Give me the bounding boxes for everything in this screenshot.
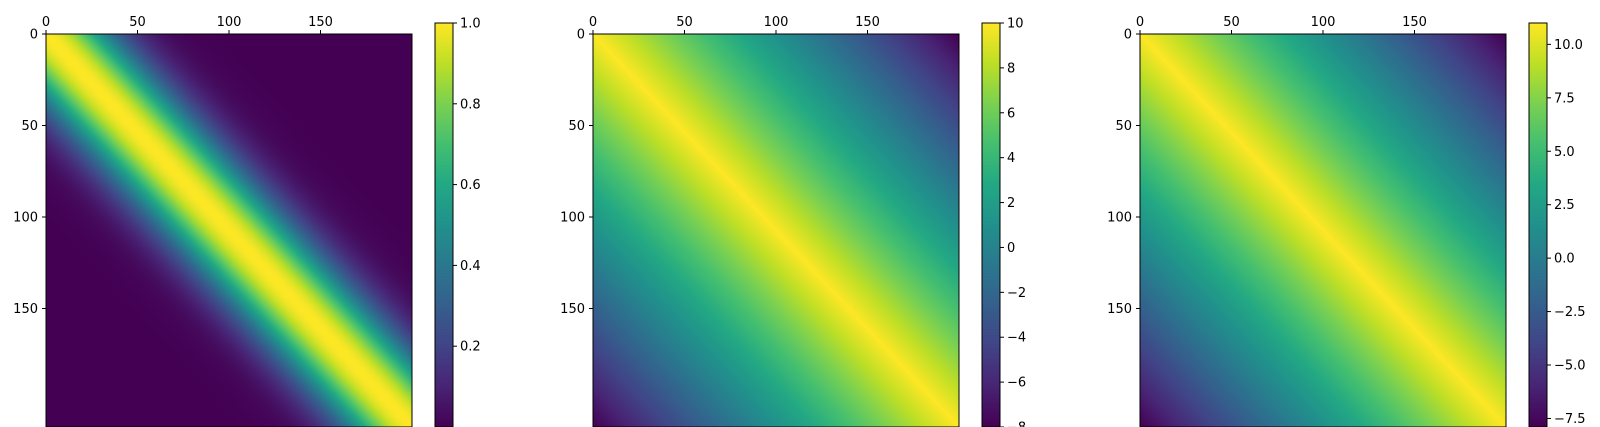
colorbar-1-axis: 0.2 0.4 0.6 0.8 1.0 [453,17,481,355]
heatmap-3-axes: 0 50 100 150 0 50 100 150 [1107,15,1427,317]
y-tick-label: 0 [30,28,38,43]
y-tick-label: 150 [1107,302,1132,317]
x-tick-label: 100 [764,15,789,30]
y-tick-label: 50 [568,119,585,134]
x-tick-label: 100 [1311,15,1336,30]
colorbar-2-frame [981,22,1001,427]
y-tick-label: 50 [21,119,38,134]
colorbar-tick-label: 0.8 [460,97,481,112]
colorbar-3-axis: −7.5 −5.0 −2.5 0.0 2.5 5.0 7.5 10.0 [1547,38,1586,427]
colorbar-tick-label: 6 [1007,106,1015,121]
colorbar-tick-label: −5.0 [1554,359,1586,374]
colorbar-tick-label: 0.4 [460,259,481,274]
x-tick-label: 150 [1402,15,1427,30]
colorbar-tick-label: 2 [1007,196,1015,211]
x-tick-label: 50 [676,15,693,30]
colorbar-tick-label: 10.0 [1554,38,1583,53]
heatmap-panel-1: 0 50 100 150 0 50 100 150 0.2 0.4 0.6 0.8 1.0 [13,15,481,427]
colorbar-2-holder [982,23,1000,427]
colorbar-1-gradient [435,23,453,427]
colorbar-tick-label: 4 [1007,151,1015,166]
colorbar-tick-label: 10 [1007,17,1024,32]
y-tick-label: 100 [560,211,585,226]
colorbar-tick-label: 0.2 [460,340,481,355]
colorbar-tick-label: 0.6 [460,178,481,193]
heatmap-3-image-holder [1140,34,1506,427]
heatmap-1-image [46,34,412,427]
y-tick-label: 100 [1107,211,1132,226]
colorbar-tick-label: −6 [1007,376,1026,391]
heatmap-2-image [593,34,959,427]
heatmap-panel-2: 0 50 100 150 0 50 100 150 −8 −6 −4 −2 0 2 4 6 8 10 [560,15,1026,427]
colorbar-tick-label: 1.0 [460,17,481,32]
y-tick-label: 0 [577,28,585,43]
colorbar-tick-label: 8 [1007,61,1015,76]
x-tick-label: 0 [589,15,597,30]
colorbar-tick-label: 5.0 [1554,145,1575,160]
heatmap-1-image-holder [46,34,412,427]
y-tick-label: 100 [13,211,38,226]
colorbar-3-frame [1528,22,1548,427]
heatmap-3-image [1140,34,1506,427]
colorbar-2-axis: −8 −6 −4 −2 0 2 4 6 8 10 [1000,17,1026,427]
heatmap-1-axes: 0 50 100 150 0 50 100 150 [13,15,333,317]
colorbar-3-holder [1529,23,1547,427]
colorbar-tick-label: −2 [1007,286,1026,301]
x-tick-label: 100 [217,15,242,30]
colorbar-tick-label: 2.5 [1554,198,1575,213]
colorbar-1-holder [435,23,453,427]
x-tick-label: 150 [855,15,880,30]
colorbar-tick-label: 7.5 [1554,91,1575,106]
x-tick-label: 0 [1136,15,1144,30]
heatmap-2-axes: 0 50 100 150 0 50 100 150 [560,15,880,317]
colorbar-tick-label: −4 [1007,331,1026,346]
y-tick-label: 50 [1115,119,1132,134]
colorbar-tick-label: −2.5 [1554,305,1586,320]
colorbar-1-frame [434,22,454,427]
x-tick-label: 50 [1223,15,1240,30]
heatmap-2-image-holder [593,34,959,427]
x-tick-label: 50 [129,15,146,30]
y-tick-label: 0 [1124,28,1132,43]
y-tick-label: 150 [13,302,38,317]
y-tick-label: 150 [560,302,585,317]
colorbar-tick-label: −8 [1007,421,1026,427]
colorbar-tick-label: 0.0 [1554,252,1575,267]
x-tick-label: 0 [42,15,50,30]
colorbar-2-gradient [982,23,1000,427]
colorbar-tick-label: −7.5 [1554,412,1586,427]
colorbar-3-gradient [1529,23,1547,427]
heatmap-panel-3: 0 50 100 150 0 50 100 150 −7.5 −5.0 −2.5 0.0 2.5 5.0… [1107,15,1586,427]
x-tick-label: 150 [308,15,333,30]
colorbar-tick-label: 0 [1007,241,1015,256]
